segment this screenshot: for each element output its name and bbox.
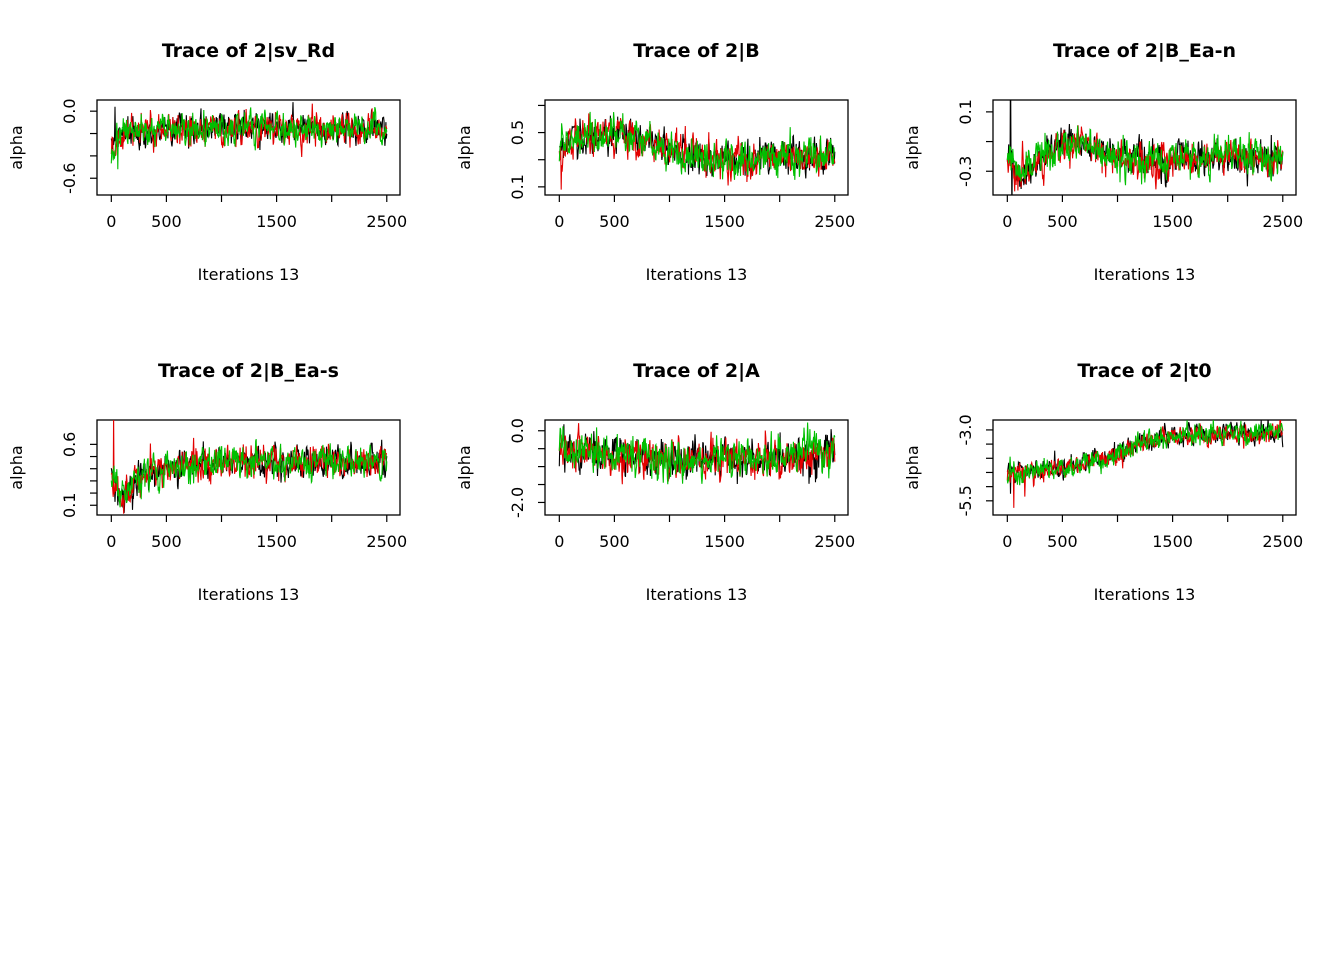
x-axis-label: Iterations 13: [197, 585, 300, 604]
plot-box: [96, 419, 401, 516]
y-tick-label: 0.5: [508, 120, 527, 145]
chain-1: [110, 439, 388, 513]
chain-1: [1006, 100, 1284, 195]
y-tick-label: 0.0: [508, 418, 527, 443]
trace-lines: [110, 420, 388, 514]
x-tick-label: 1500: [704, 212, 745, 231]
trace-lines: [558, 111, 836, 190]
y-tick-label: 0.0: [60, 98, 79, 123]
x-tick-label: 2500: [1262, 532, 1303, 551]
trace-plot: 0 500 1500 2500 0.1 0.5: [508, 99, 855, 231]
x-tick-label: 500: [599, 532, 630, 551]
x-tick-label: 500: [151, 532, 182, 551]
x-tick-label: 0: [1002, 212, 1012, 231]
x-tick-label: 2500: [366, 212, 407, 231]
trace-panel-B_Ea-n: Trace of 2|B_Ea-n alpha 0 500 1500 2500 -0.3…: [896, 0, 1344, 320]
x-tick-label: 500: [1047, 212, 1078, 231]
panel-title: Trace of 2|B: [633, 40, 760, 62]
panel-title: Trace of 2|B_Ea-n: [1052, 40, 1237, 62]
plot-box: [544, 419, 849, 516]
x-tick-label: 1500: [256, 212, 297, 231]
panel-title: Trace of 2|t0: [1077, 360, 1212, 382]
trace-plot: 0 500 1500 2500 -5.5 -3.0: [956, 414, 1303, 551]
chain-3: [110, 438, 388, 508]
y-tick-label: -2.0: [508, 487, 527, 518]
x-axis-label: Iterations 13: [645, 265, 748, 284]
trace-lines: [1006, 100, 1284, 195]
y-tick-label: 0.1: [956, 99, 975, 124]
x-tick-label: 0: [554, 212, 564, 231]
x-tick-label: 2500: [814, 532, 855, 551]
x-tick-label: 0: [106, 212, 116, 231]
chain-3: [1006, 420, 1284, 486]
trace-panel-t0: Trace of 2|t0 alpha 0 500 1500 2500 -5.5 -3.0…: [896, 320, 1344, 640]
chain-3: [1006, 125, 1284, 186]
trace-lines: [110, 102, 388, 170]
x-axis-label: Iterations 13: [1093, 265, 1196, 284]
plot-box: [992, 419, 1297, 516]
chain-3: [110, 106, 388, 170]
trace-panel-B_Ea-s: Trace of 2|B_Ea-s alpha 0 500 1500 2500 0.1 0…: [0, 320, 448, 640]
trace-panel-A: Trace of 2|A alpha 0 500 1500 2500 -2.0 0.0 I…: [448, 320, 896, 640]
y-tick-label: -0.3: [956, 156, 975, 187]
x-tick-label: 2500: [814, 212, 855, 231]
y-tick-label: 0.1: [508, 174, 527, 199]
trace-plot: 0 500 1500 2500 -0.3 0.1: [956, 99, 1303, 231]
chain-3: [558, 422, 836, 485]
trace-panel-B: Trace of 2|B alpha 0 500 1500 2500 0.1 0.5 It…: [448, 0, 896, 320]
x-tick-label: 0: [106, 532, 116, 551]
trace-plot: 0 500 1500 2500 -0.6 0.0: [60, 98, 407, 231]
x-tick-label: 1500: [1152, 212, 1193, 231]
panel-title: Trace of 2|A: [633, 360, 760, 382]
plot-box: [992, 99, 1297, 196]
panel-title: Trace of 2|B_Ea-s: [158, 360, 339, 382]
x-axis-label: Iterations 13: [197, 265, 300, 284]
x-tick-label: 2500: [1262, 212, 1303, 231]
x-tick-label: 500: [1047, 532, 1078, 551]
x-axis-label: Iterations 13: [1093, 585, 1196, 604]
chain-3: [558, 111, 836, 180]
x-tick-label: 1500: [1152, 532, 1193, 551]
x-tick-label: 1500: [704, 532, 745, 551]
x-tick-label: 500: [151, 212, 182, 231]
plot-box: [96, 99, 401, 196]
trace-plot: 0 500 1500 2500 -2.0 0.0: [508, 418, 855, 551]
y-tick-label: 0.6: [60, 432, 79, 457]
trace-panel-sv_Rd: Trace of 2|sv_Rd alpha 0 500 1500 2500 -0.6 0…: [0, 0, 448, 320]
trace-plot: 0 500 1500 2500 0.1 0.6: [60, 419, 407, 551]
x-tick-label: 2500: [366, 532, 407, 551]
x-tick-label: 0: [554, 532, 564, 551]
x-axis-label: Iterations 13: [645, 585, 748, 604]
y-tick-label: -3.0: [956, 414, 975, 445]
plot-box: [544, 99, 849, 196]
y-tick-label: -0.6: [60, 163, 79, 194]
x-tick-label: 500: [599, 212, 630, 231]
panel-title: Trace of 2|sv_Rd: [161, 40, 336, 62]
x-tick-label: 1500: [256, 532, 297, 551]
x-tick-label: 0: [1002, 532, 1012, 551]
y-tick-label: -5.5: [956, 485, 975, 516]
trace-lines: [558, 422, 836, 485]
trace-lines: [1006, 420, 1284, 508]
y-tick-label: 0.1: [60, 493, 79, 518]
